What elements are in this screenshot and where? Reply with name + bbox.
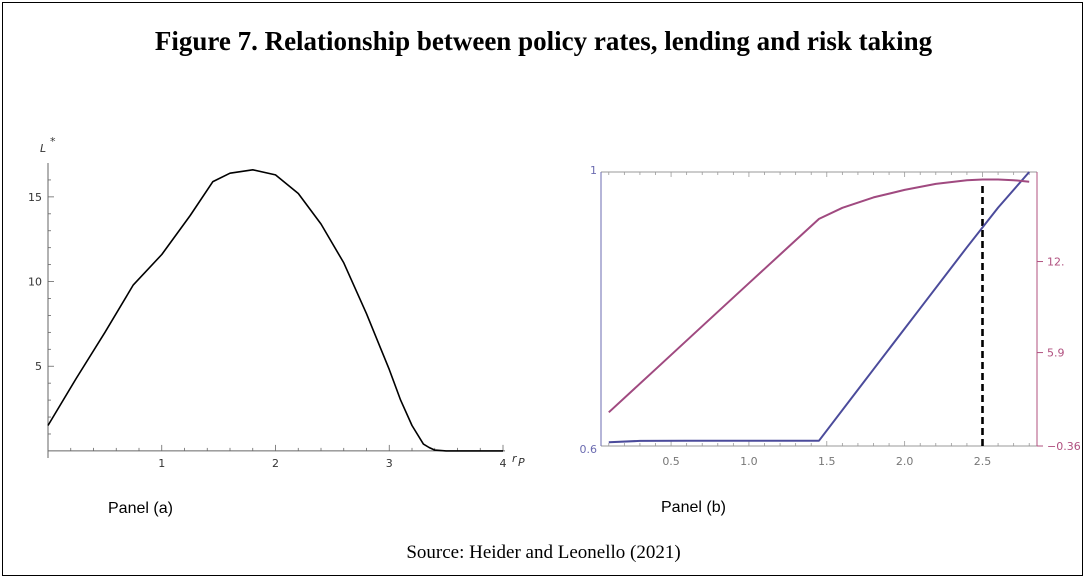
panel-b-left-tick-label: 1	[590, 164, 597, 177]
panel-a-y-axis-label: L	[40, 142, 46, 155]
panel-a-label: Panel (a)	[108, 500, 173, 517]
panel-b-x-tick-label: 1.5	[818, 455, 836, 468]
panel-b-x-tick-label: 2.5	[974, 455, 992, 468]
panel-a-series-line	[47, 169, 503, 452]
panel-a-x-tick-label: 4	[500, 457, 507, 470]
panel-b-x-tick-label: 1.0	[740, 455, 758, 468]
panel-a-x-tick-label: 1	[158, 457, 165, 470]
panel-a-y-tick-label: 10	[28, 276, 42, 289]
panel-b-series-magenta	[608, 178, 1030, 414]
panel-b-left-tick-label: 0.6	[580, 443, 598, 456]
figure-title: Figure 7. Relationship between policy ra…	[154, 26, 933, 56]
panel-b-label: Panel (b)	[661, 499, 726, 516]
panel-a-x-axis-label-sub: P	[518, 456, 525, 469]
panel-b-right-tick-label: 5.9	[1047, 347, 1065, 360]
panel-a-x-tick-label: 3	[386, 457, 393, 470]
panel-b-x-tick-label: 0.5	[662, 455, 680, 468]
panel-b-right-tick-label: −0.36	[1047, 440, 1081, 453]
panel-a-y-tick-label: 5	[35, 360, 42, 373]
panel-a-y-axis-label-star: *	[50, 135, 56, 148]
figure-source: Source: Heider and Leonello (2021)	[406, 542, 681, 563]
panel-a-x-axis-label: r	[512, 452, 518, 465]
panel-b-x-tick-label: 2.0	[896, 455, 914, 468]
panel-a-y-tick-label: 15	[28, 191, 42, 204]
panel-b-series-blue	[608, 171, 1030, 444]
panel-b-right-tick-label: 12.	[1047, 256, 1065, 269]
panel-a-x-tick-label: 2	[272, 457, 279, 470]
